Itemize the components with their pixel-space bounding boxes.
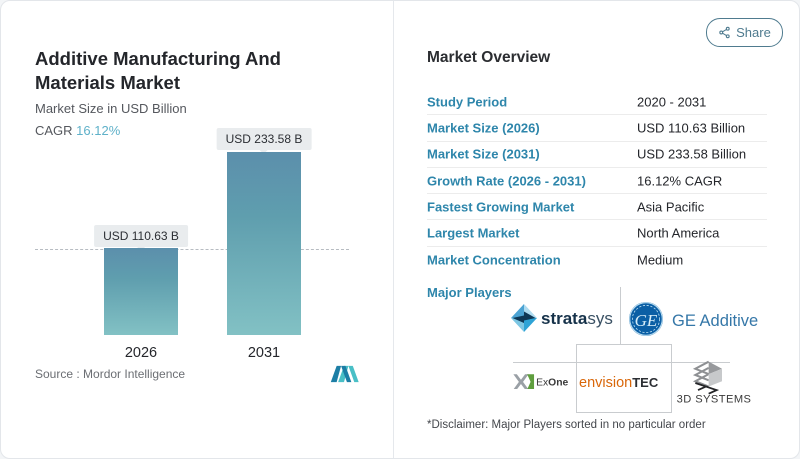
svg-text:envisionTEC: envisionTEC xyxy=(579,375,659,391)
svg-text:3D SYSTEMS: 3D SYSTEMS xyxy=(677,394,752,406)
svg-text:GE Additive: GE Additive xyxy=(672,312,758,330)
svg-text:stratasys: stratasys xyxy=(541,309,613,328)
svg-text:ExOne: ExOne xyxy=(536,377,568,388)
svg-text:GE: GE xyxy=(635,311,658,330)
